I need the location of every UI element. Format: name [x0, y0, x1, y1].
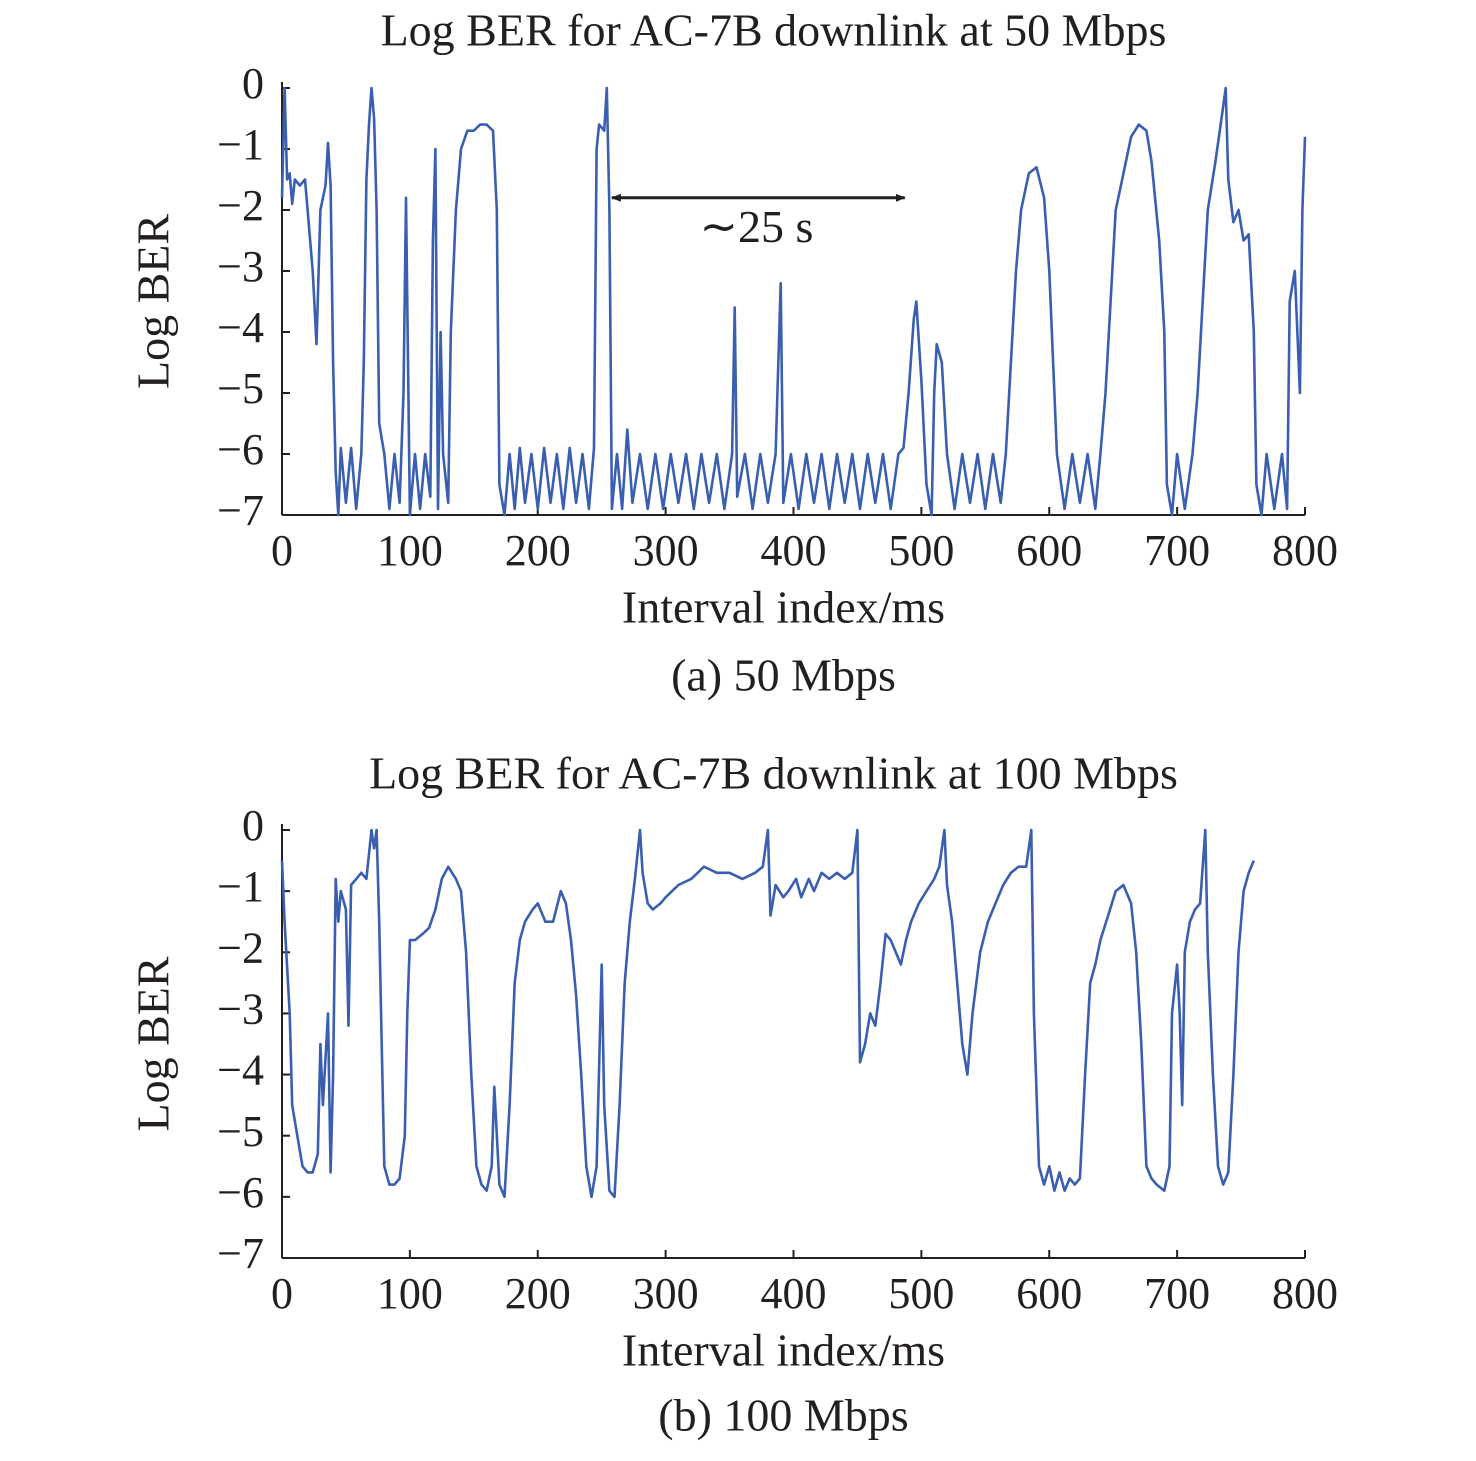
chart-title: Log BER for AC-7B downlink at 50 Mbps [381, 5, 1167, 56]
x-tick-label: 300 [633, 1269, 699, 1318]
x-tick-label: 700 [1144, 1269, 1210, 1318]
y-tick-label: −3 [217, 985, 264, 1034]
y-tick-label: −7 [217, 486, 264, 535]
y-tick-label: −5 [217, 364, 264, 413]
x-tick-label: 0 [271, 1269, 293, 1318]
data-line [280, 828, 1255, 1199]
x-tick-label: 200 [505, 1269, 571, 1318]
x-tick-label: 500 [888, 1269, 954, 1318]
x-tick-label: 800 [1272, 1269, 1338, 1318]
x-tick-label: 100 [377, 1269, 443, 1318]
x-tick-label: 400 [761, 526, 827, 575]
x-tick-label: 800 [1272, 526, 1338, 575]
x-tick-label: 300 [633, 526, 699, 575]
x-tick-label: 700 [1144, 526, 1210, 575]
caption: (a) 50 Mbps [671, 650, 896, 701]
y-tick-label: −4 [217, 1046, 264, 1095]
y-tick-label: 0 [242, 59, 264, 108]
y-axis-label: Log BER [128, 956, 179, 1131]
y-tick-label: −6 [217, 1168, 264, 1217]
y-tick-label: 0 [242, 801, 264, 850]
chart-title: Log BER for AC-7B downlink at 100 Mbps [369, 748, 1178, 799]
x-axis-label: Interval index/ms [622, 1325, 945, 1376]
y-axis-label: Log BER [128, 214, 179, 389]
x-tick-label: 600 [1016, 1269, 1082, 1318]
x-tick-label: 400 [761, 1269, 827, 1318]
y-tick-label: −2 [217, 923, 264, 972]
y-tick-label: −4 [217, 303, 264, 352]
y-tick-label: −6 [217, 425, 264, 474]
caption: (b) 100 Mbps [658, 1390, 908, 1441]
y-tick-label: −1 [217, 120, 264, 169]
y-tick-label: −3 [217, 242, 264, 291]
x-tick-label: 600 [1016, 526, 1082, 575]
x-tick-label: 100 [377, 526, 443, 575]
y-tick-label: −5 [217, 1107, 264, 1156]
x-tick-label: 500 [888, 526, 954, 575]
y-tick-label: −2 [217, 181, 264, 230]
annotation: ∼25 s [699, 201, 813, 252]
x-tick-label: 0 [271, 526, 293, 575]
x-tick-label: 200 [505, 526, 571, 575]
data-line [280, 86, 1307, 517]
y-tick-label: −7 [217, 1229, 264, 1278]
y-tick-label: −1 [217, 862, 264, 911]
x-axis-label: Interval index/ms [622, 582, 945, 633]
